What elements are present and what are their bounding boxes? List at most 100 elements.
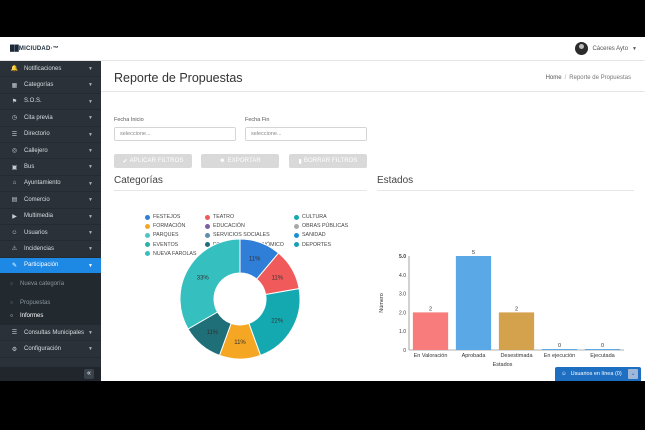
slice-label: 22% (271, 319, 284, 325)
legend-item[interactable]: CULTURA (294, 214, 327, 220)
end-date-input[interactable]: seleccione... (245, 127, 367, 141)
legend-swatch (145, 232, 150, 238)
sidebar-item-notificaciones[interactable]: 🔔 Notificaciones ▼ (0, 61, 101, 78)
nav-label: Cita previa (24, 114, 53, 121)
sidebar-item-callejero[interactable]: ◎ Callejero ▼ (0, 143, 101, 160)
legend-item[interactable]: SANIDAD (294, 232, 326, 238)
sidebar-submenu: ○ Nueva categoría ○ Propuestas ○ Informes (0, 274, 101, 326)
chevron-down-icon: ▼ (88, 229, 93, 236)
nav-label: Ayuntamiento (24, 180, 61, 187)
sidebar-item-s-o-s[interactable]: ⚑ S.O.S. ▼ (0, 94, 101, 111)
clear-filters-button[interactable]: ▮ BORRAR FILTROS (289, 154, 367, 168)
legend-item[interactable]: FESTEJOS (145, 214, 180, 220)
bar[interactable] (455, 256, 492, 350)
start-date-label: Fecha Inicio (114, 117, 144, 123)
end-date-label: Fecha Fin (245, 117, 270, 123)
legend-swatch (294, 242, 299, 248)
nav-icon: ⚠ (11, 246, 18, 253)
sidebar-item-comercio[interactable]: ▤ Comercio ▼ (0, 192, 101, 209)
start-date-input[interactable]: seleccione... (114, 127, 236, 141)
legend-label: NUEVA FAROLAS (153, 250, 197, 257)
legend-item[interactable]: EVENTOS (145, 242, 178, 248)
chevron-down-icon: ▼ (88, 197, 93, 204)
sidebar-item-incidencias[interactable]: ⚠ Incidencias ▼ (0, 241, 101, 258)
bar[interactable] (541, 349, 578, 350)
legend-item[interactable]: NUEVA FAROLAS (145, 251, 196, 257)
nav-icon: ⚙ (11, 346, 18, 353)
app-logo[interactable]: ██MICIUDAD·™ (10, 46, 59, 52)
legend-label: PARQUES (153, 232, 179, 239)
submenu-item-informes[interactable]: ○ Informes (10, 312, 44, 319)
chevron-down-icon: ▼ (88, 330, 93, 337)
online-users-widget[interactable]: ☺ Usuarios en línea (0) ⌄ (555, 367, 641, 381)
nav-label: Notificaciones (24, 65, 62, 72)
slice-label: 11% (249, 257, 261, 263)
chevron-down-icon[interactable]: ▼ (632, 45, 637, 52)
chevron-down-icon[interactable]: ⌄ (628, 369, 638, 379)
bar-value-label: 5 (472, 250, 475, 256)
legend-item[interactable]: EDUCACIÓN (205, 223, 245, 229)
apply-filters-button[interactable]: ✔ APLICAR FILTROS (114, 154, 192, 168)
sidebar-item-directorio[interactable]: ☰ Directorio ▼ (0, 127, 101, 143)
sidebar-item-cita-previa[interactable]: ◷ Cita previa ▼ (0, 110, 101, 127)
slice-label: 11% (234, 340, 246, 346)
chevron-down-icon: ▼ (88, 164, 93, 171)
y-tick-label: 3.0 (399, 292, 406, 298)
circle-icon: ○ (10, 280, 14, 287)
submenu-item-propuestas[interactable]: ○ Propuestas (10, 299, 51, 306)
user-name[interactable]: Cáceres Ayto (592, 45, 629, 52)
nav-label: Callejero (24, 147, 48, 154)
legend-label: CULTURA (302, 214, 327, 220)
legend-swatch (294, 223, 299, 229)
avatar[interactable] (575, 42, 589, 55)
y-tick-label: 2.0 (399, 310, 406, 316)
bar[interactable] (498, 312, 535, 350)
sidebar-item-ayuntamiento[interactable]: ⌂ Ayuntamiento ▼ (0, 176, 101, 193)
main-content: Reporte de Propuestas Home / Reporte de Pr… (101, 61, 645, 381)
export-button[interactable]: ☻ EXPORTAR (201, 154, 279, 168)
chevron-down-icon: ▼ (88, 115, 93, 122)
legend-item[interactable]: PARQUES (145, 232, 179, 238)
slice-label: 11% (207, 330, 219, 336)
breadcrumb-current: Reporte de Propuestas (569, 75, 631, 81)
users-icon: ☺ (561, 371, 567, 377)
nav-label: Bus (24, 164, 35, 171)
sidebar-item-usuarios[interactable]: ☺ Usuarios ▼ (0, 225, 101, 242)
bar-value-label: 2 (515, 306, 518, 312)
legend-label: OBRAS PÚBLICAS (302, 223, 349, 230)
nav-icon: ☰ (11, 330, 18, 337)
user-menu[interactable]: Cáceres Ayto ▼ (575, 42, 637, 55)
submenu-item-nueva-categoria[interactable]: ○ Nueva categoría (10, 280, 65, 287)
legend-label: FESTEJOS (153, 214, 181, 220)
donut-slice[interactable] (179, 238, 241, 330)
nav-icon: ▦ (11, 82, 18, 89)
legend-swatch (294, 232, 299, 238)
legend-swatch (205, 223, 210, 229)
y-axis-title: Número (379, 293, 385, 313)
sidebar-item-bus[interactable]: ▣ Bus ▼ (0, 159, 101, 176)
legend-label: DEPORTES (302, 241, 332, 248)
sidebar-item-participacion[interactable]: ✎ Participación ▼ (0, 257, 101, 275)
nav-icon: 🔔 (10, 66, 19, 73)
sidebar-item-consultas-municipales[interactable]: ☰ Consultas Municipales ▼ (0, 325, 101, 342)
legend-item[interactable]: SERVICIOS SOCIALES (205, 232, 270, 238)
legend-swatch (145, 242, 150, 248)
legend-swatch (145, 223, 150, 229)
legend-label: SERVICIOS SOCIALES (213, 232, 270, 239)
sidebar-item-configuracion[interactable]: ⚙ Configuración ▼ (0, 341, 101, 358)
legend-label: SANIDAD (302, 232, 326, 239)
legend-item[interactable]: OBRAS PÚBLICAS (294, 223, 348, 229)
app-window: ██MICIUDAD·™ Cáceres Ayto ▼ 🔔 Notificacio… (0, 37, 645, 381)
legend-item[interactable]: FORMACIÓN (145, 223, 185, 229)
bar-value-label: 0 (601, 343, 604, 349)
sidebar-item-categorias[interactable]: ▦ Categorías ▼ (0, 77, 101, 94)
sidebar-item-multimedia[interactable]: ▶ Multimedia ▼ (0, 209, 101, 225)
y-tick-label: 5.0 (399, 254, 406, 260)
legend-item[interactable]: DEPORTES (294, 242, 331, 248)
nav-icon: ☰ (11, 131, 18, 138)
collapse-sidebar-button[interactable]: « (84, 369, 94, 379)
breadcrumb-home[interactable]: Home (545, 75, 562, 81)
bar[interactable] (412, 312, 449, 350)
legend-item[interactable]: TEATRO (205, 214, 234, 220)
bar[interactable] (584, 349, 621, 350)
